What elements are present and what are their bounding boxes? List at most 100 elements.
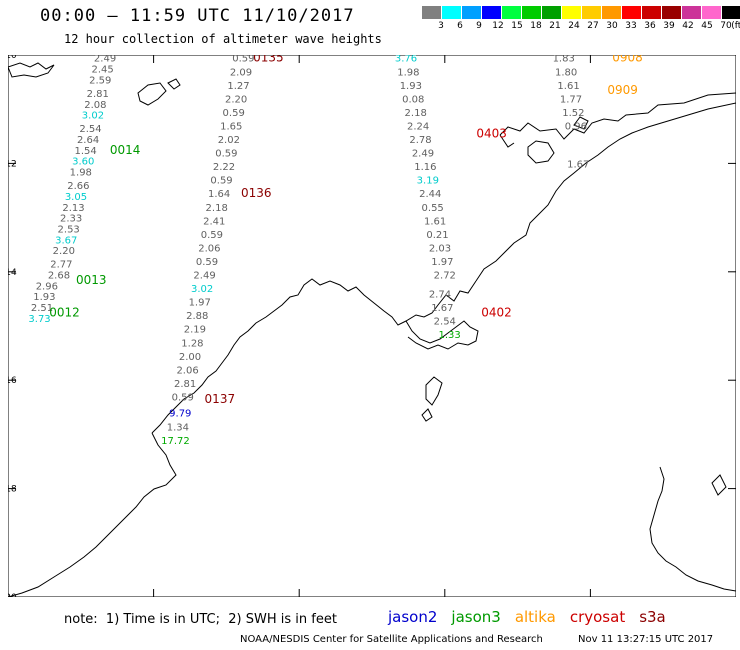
wave-height-value: 3.19	[417, 176, 439, 187]
wave-height-value: 2.45	[92, 65, 114, 76]
wave-height-value: 1.52	[562, 108, 584, 119]
wave-height-value: 0.59	[196, 257, 218, 268]
track-0136: 2.18 2.41 0.59 2.06 0.59 2.49 3.02 1.97 2.88 2.19…	[172, 186, 272, 403]
wave-height-value: 0.59	[172, 392, 194, 403]
satellite-jason2: jason2	[388, 608, 438, 626]
wave-height-value: 1.97	[431, 257, 453, 268]
legend-swatch-3	[422, 6, 442, 19]
legend-label-27: 27	[587, 21, 599, 31]
wave-height-value: 2.08	[84, 100, 106, 111]
wave-height-value: 2.81	[87, 89, 109, 100]
wave-height-value: 2.78	[409, 135, 431, 146]
wave-height-value: 3.05	[65, 192, 87, 203]
lat-tick-label: -12	[8, 159, 17, 169]
wave-height-value: 2.77	[50, 260, 72, 271]
legend-swatch-39	[662, 6, 682, 19]
wave-height-value: 2.18	[405, 108, 427, 119]
wave-height-value: 0.21	[426, 230, 448, 241]
wave-height-value: 1.61	[557, 81, 579, 92]
wave-height-value: 1.93	[33, 292, 55, 303]
wave-height-value: 2.18	[206, 203, 228, 214]
legend-swatch-45	[702, 6, 722, 19]
legend-label-9: 9	[476, 21, 482, 31]
wave-height-value: 2.33	[60, 214, 82, 225]
track-id-label: 0136	[241, 186, 272, 200]
wave-height-value: 2.72	[434, 271, 456, 282]
satellite-jason3: jason3	[451, 608, 501, 626]
map-border	[8, 55, 736, 597]
wave-height-value: 1.28	[181, 338, 203, 349]
satellite-altika: altika	[514, 608, 556, 626]
wave-height-value: 2.66	[67, 181, 89, 192]
track-0013: 2.961.932.51 0013	[31, 273, 107, 314]
legend-label-21: 21	[549, 21, 561, 31]
wave-height-value: 2.24	[407, 121, 429, 132]
wave-height-value: 2.53	[58, 224, 80, 235]
color-scale-legend	[422, 6, 740, 19]
legend-swatch-9	[462, 6, 482, 19]
track-0014: 2.492.452.59 2.812.083.02 2.542.641.543.60…	[48, 55, 141, 282]
wave-height-value: 3.76	[395, 55, 417, 65]
wave-height-value: 2.13	[62, 203, 84, 214]
wave-height-value: 1.67	[567, 159, 589, 170]
wave-height-value: 2.06	[176, 365, 198, 376]
legend-label-3: 3	[438, 21, 444, 31]
wave-height-value: 0.59	[215, 149, 237, 160]
wave-height-value: 1.83	[553, 55, 575, 65]
legend-label-42: 42	[682, 21, 694, 31]
legend-swatch-42	[682, 6, 702, 19]
legend-swatch-24	[562, 6, 582, 19]
wave-height-value: 2.51	[31, 303, 53, 314]
legend-label-18: 18	[530, 21, 542, 31]
coastline	[8, 62, 736, 597]
wave-height-value: 2.54	[434, 317, 456, 328]
wave-height-value: 2.64	[77, 135, 99, 146]
legend-swatch-36	[642, 6, 662, 19]
legend-swatch-12	[482, 6, 502, 19]
wave-height-value: 1.33	[439, 330, 461, 341]
wave-height-value: 9.79	[169, 409, 191, 420]
wave-height-value: 1.98	[397, 67, 419, 78]
track-id-label: 0014	[110, 143, 141, 157]
wave-height-value: 0.55	[422, 203, 444, 214]
wave-height-value: 1.97	[189, 298, 211, 309]
wave-height-value: 0.59	[223, 108, 245, 119]
wave-height-value: 2.96	[36, 281, 58, 292]
wave-height-value: 0.08	[402, 94, 424, 105]
lat-tick-label: -18	[8, 485, 17, 495]
track-0908: 1.83 1.80 0908	[553, 55, 643, 78]
track-id-label: 0403	[476, 127, 507, 141]
legend-label-70: 70	[720, 21, 732, 31]
legend-swatch-6	[442, 6, 462, 19]
wave-height-value: 1.64	[208, 189, 230, 200]
track-id-label: 0402	[481, 305, 512, 319]
track-id-label: 0908	[612, 55, 643, 65]
track-id-label: 0135	[253, 55, 284, 65]
wave-height-value: 2.49	[193, 271, 215, 282]
wave-height-value: 0.96	[565, 121, 587, 132]
wave-height-value: 1.77	[560, 94, 582, 105]
wave-height-value: 2.09	[230, 67, 252, 78]
lat-tick-label: -20	[8, 593, 17, 597]
legend-swatch-15	[502, 6, 522, 19]
wave-height-value: 2.20	[225, 94, 247, 105]
wave-height-value: 2.49	[412, 149, 434, 160]
wave-height-value: 3.60	[72, 157, 94, 168]
wave-height-value: 0.59	[232, 55, 254, 65]
legend-label-30: 30	[606, 21, 618, 31]
wave-height-value: 3.02	[191, 284, 213, 295]
legend-swatch-33	[622, 6, 642, 19]
wave-height-value: 2.20	[53, 246, 75, 257]
lat-tick-label: -14	[8, 268, 17, 278]
wave-height-value: 2.68	[48, 271, 70, 282]
page-title: 00:00 – 11:59 UTC 11/10/2017	[40, 6, 355, 26]
legend-label-12: 12	[492, 21, 504, 31]
wave-height-value: 2.44	[419, 189, 441, 200]
legend-label-24: 24	[568, 21, 580, 31]
wave-height-value: 2.88	[186, 311, 208, 322]
altimeter-tracks: 2.492.452.592.812.083.022.542.641.543.60…	[28, 55, 642, 447]
legend-label-36: 36	[644, 21, 656, 31]
track-0137: 9.79 1.34 17.72 0137	[161, 392, 235, 447]
